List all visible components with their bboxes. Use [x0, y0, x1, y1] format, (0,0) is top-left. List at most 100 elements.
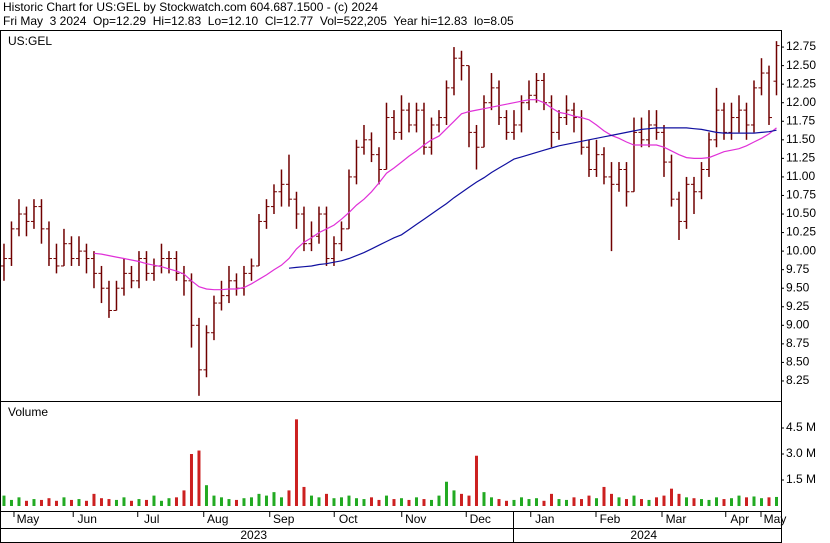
- moving-average: [288, 127, 777, 269]
- moving-average: [93, 99, 777, 291]
- volume-bar: [264, 495, 268, 506]
- volume-bar: [759, 498, 763, 506]
- x-tick-label: May: [17, 512, 40, 526]
- volume-bar: [459, 493, 463, 506]
- x-tick-label: May: [764, 512, 787, 526]
- volume-bar: [474, 455, 478, 506]
- volume-bar: [729, 498, 733, 506]
- volume-bar: [377, 499, 381, 506]
- volume-bar: [579, 499, 583, 506]
- volume-bar: [662, 495, 666, 506]
- volume-bar: [422, 499, 426, 506]
- volume-bar: [392, 499, 396, 506]
- volume-bar: [744, 497, 748, 506]
- volume-bar: [362, 499, 366, 506]
- y-tick-label: 8.50: [786, 355, 810, 369]
- volume-bar: [324, 493, 328, 506]
- y-tick-label: 3.0 M: [786, 446, 816, 460]
- year-label: 2024: [630, 528, 657, 542]
- volume-bar: [287, 490, 291, 506]
- volume-bar: [69, 499, 73, 506]
- volume-bar: [384, 495, 388, 506]
- volume-bar: [527, 499, 531, 506]
- volume-bar: [684, 497, 688, 506]
- volume-bar: [512, 499, 516, 506]
- volume-bar: [707, 499, 711, 506]
- y-tick-label: 10.75: [786, 188, 816, 202]
- y-tick-label: 12.25: [786, 76, 816, 90]
- volume-bar: [639, 499, 643, 506]
- volume-bar: [444, 481, 448, 506]
- year-label: 2023: [240, 528, 267, 542]
- volume-bar: [347, 495, 351, 506]
- volume-bar: [354, 498, 358, 506]
- volume-bar: [564, 499, 568, 506]
- volume-bar: [489, 497, 493, 506]
- volume-bar: [647, 499, 651, 506]
- volume-bar: [62, 497, 66, 506]
- volume-bar: [227, 499, 231, 506]
- volume-bar: [429, 499, 433, 506]
- volume-bar: [414, 497, 418, 506]
- x-tick-label: Apr: [730, 512, 749, 526]
- volume-bar: [699, 499, 703, 506]
- volume-bar: [692, 498, 696, 506]
- y-tick-label: 8.25: [786, 373, 810, 387]
- volume-bar: [257, 493, 261, 506]
- volume-bar: [399, 498, 403, 506]
- volume-bar: [2, 495, 6, 506]
- volume-bar: [669, 488, 673, 506]
- volume-bar: [317, 497, 321, 506]
- quote-info: Fri May 3 2024 Op=12.29 Hi=12.83 Lo=12.1…: [3, 14, 514, 28]
- volume-bar: [129, 500, 133, 506]
- volume-bar: [504, 500, 508, 506]
- y-tick-label: 1.5 M: [786, 472, 816, 486]
- volume-bar: [92, 493, 96, 506]
- x-tick-label: Mar: [666, 512, 687, 526]
- volume-bar: [77, 499, 81, 506]
- y-tick-label: 11.25: [786, 151, 815, 165]
- y-tick-label: 4.5 M: [786, 420, 816, 434]
- volume-bar: [609, 493, 613, 506]
- volume-bar: [714, 497, 718, 506]
- volume-bar: [752, 496, 756, 506]
- volume-bar: [482, 492, 486, 506]
- volume-bar: [279, 497, 283, 506]
- volume-bar: [572, 497, 576, 506]
- x-tick-label: Sep: [273, 512, 295, 526]
- y-tick-label: 10.25: [786, 225, 816, 239]
- volume-bar: [452, 490, 456, 506]
- volume-bar: [272, 492, 276, 506]
- volume-bar: [617, 497, 621, 506]
- x-tick-label: Aug: [207, 512, 228, 526]
- volume-bar: [189, 454, 193, 506]
- volume-bar: [594, 498, 598, 506]
- volume-bar: [47, 498, 51, 506]
- volume-bar: [654, 497, 658, 506]
- volume-bar: [84, 500, 88, 506]
- volume-bar: [369, 497, 373, 506]
- x-tick-label: Oct: [339, 512, 358, 526]
- volume-bar: [737, 495, 741, 506]
- volume-bar: [519, 497, 523, 506]
- volume-bar: [549, 493, 553, 506]
- volume-bar: [24, 500, 28, 506]
- x-tick-label: Dec: [470, 512, 491, 526]
- volume-bar: [339, 497, 343, 506]
- y-tick-label: 9.00: [786, 317, 810, 331]
- volume-bar: [624, 499, 628, 506]
- volume-bar: [332, 498, 336, 506]
- volume-bar: [677, 493, 681, 506]
- volume-bar: [39, 499, 43, 506]
- y-tick-label: 11.00: [786, 169, 815, 183]
- y-tick-label: 9.50: [786, 280, 810, 294]
- y-tick-label: 11.50: [786, 132, 815, 146]
- volume-bar: [309, 495, 313, 506]
- x-tick-label: Jun: [78, 512, 97, 526]
- volume-bar: [767, 497, 771, 506]
- y-tick-label: 10.50: [786, 206, 816, 220]
- y-tick-label: 9.75: [786, 262, 810, 276]
- volume-bar: [137, 499, 141, 506]
- volume-bar: [9, 499, 13, 506]
